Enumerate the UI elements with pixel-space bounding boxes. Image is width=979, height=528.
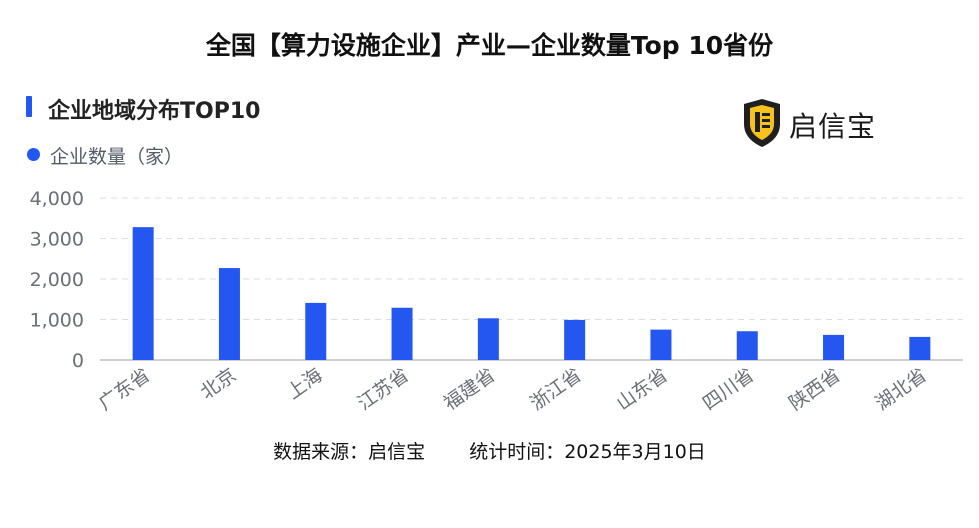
section-title: 企业地域分布TOP10 — [48, 99, 261, 124]
bar-6 — [564, 319, 586, 360]
x-tick-label: 福建省 — [440, 364, 499, 415]
x-tick-label: 山东省 — [612, 364, 671, 415]
x-tick-label: 上海 — [283, 364, 327, 404]
shield-logo-icon — [744, 99, 780, 147]
x-tick-label: 浙江省 — [526, 364, 585, 415]
y-tick-label: 0 — [72, 350, 84, 372]
legend-label: 企业数量（家） — [50, 146, 184, 168]
legend-marker — [27, 148, 40, 161]
bar-5 — [477, 318, 499, 360]
bar-3 — [305, 302, 327, 360]
y-tick-label: 2,000 — [30, 269, 84, 291]
brand-name: 启信宝 — [789, 110, 877, 143]
y-tick-label: 3,000 — [30, 229, 84, 251]
bar-10 — [909, 336, 931, 360]
y-tick-label: 4,000 — [30, 188, 84, 210]
section-accent-bar — [26, 96, 32, 117]
x-tick-label: 四川省 — [699, 364, 758, 415]
chart-title: 全国【算力设施企业】产业—企业数量Top 10省份 — [205, 31, 774, 60]
bar-2 — [218, 268, 240, 360]
bar-9 — [823, 334, 845, 360]
bar-7 — [650, 329, 672, 360]
x-tick-label: 江苏省 — [354, 364, 413, 415]
x-tick-label: 湖北省 — [871, 364, 930, 415]
statistics-date-note: 统计时间：2025年3月10日 — [469, 441, 706, 463]
chart-footer: 数据来源：启信宝 统计时间：2025年3月10日 — [0, 437, 979, 464]
bar-4 — [391, 307, 413, 360]
x-tick-label: 北京 — [197, 364, 241, 404]
x-tick-label: 陕西省 — [785, 364, 844, 415]
data-source-note: 数据来源：启信宝 — [273, 441, 426, 463]
x-tick-label: 广东省 — [95, 364, 154, 415]
bar-1 — [132, 227, 154, 360]
y-tick-label: 1,000 — [30, 310, 84, 332]
bar-chart: 0 1,000 2,000 3,000 4,000 广东省 北京 上海 江苏省 福建省 浙江省 山东省… — [30, 188, 963, 415]
bar-8 — [736, 331, 758, 360]
